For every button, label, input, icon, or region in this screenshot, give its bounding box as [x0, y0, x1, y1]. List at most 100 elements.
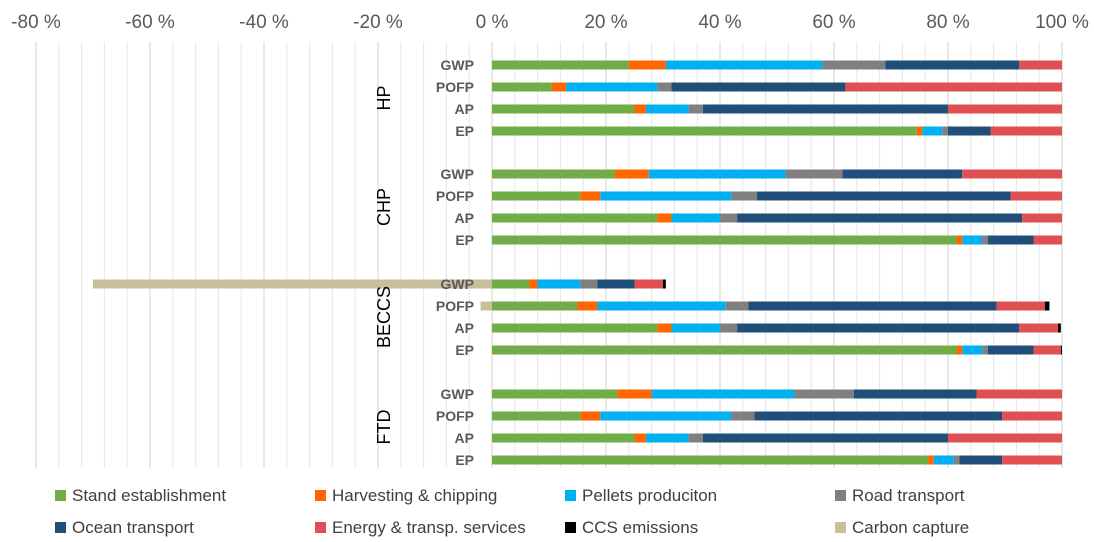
bar-segment — [657, 213, 672, 223]
bar-segment — [962, 169, 1062, 179]
x-tick-label: -40 % — [239, 12, 289, 33]
bar-segment — [688, 433, 703, 443]
category-label: EP — [455, 123, 474, 139]
category-label: POFP — [436, 188, 474, 204]
bar-segment — [492, 411, 581, 421]
legend-label: Pellets produciton — [582, 486, 717, 505]
legend-swatch — [565, 490, 576, 501]
bar-segment — [1033, 235, 1062, 245]
bar-segment — [551, 82, 567, 92]
bar-segment — [942, 126, 948, 136]
bar-segment — [1019, 60, 1062, 70]
bar-segment — [688, 104, 703, 114]
bar-segment — [1002, 411, 1062, 421]
legend-label: Road transport — [852, 486, 965, 505]
category-label: POFP — [436, 408, 474, 424]
bar-segment — [725, 301, 749, 311]
category-label: AP — [455, 101, 474, 117]
legend-swatch — [55, 522, 66, 533]
legend-label: Ocean transport — [72, 518, 194, 537]
bar-segment — [785, 169, 843, 179]
bar-segment — [987, 235, 1034, 245]
legend-swatch — [55, 490, 66, 501]
bar-segment — [492, 279, 530, 289]
bar-segment — [916, 126, 923, 136]
bar-segment — [1033, 345, 1061, 355]
bar-segment — [1044, 301, 1050, 311]
bar-segment — [600, 411, 732, 421]
bar-segment — [1058, 323, 1061, 333]
x-tick-label: 40 % — [698, 12, 741, 33]
bar-segment — [1022, 213, 1062, 223]
bar-segment — [1060, 345, 1062, 355]
bar-segment — [845, 82, 1062, 92]
group-labels: HP CHP BECCS FTD — [374, 85, 394, 444]
bar-segment — [731, 191, 758, 201]
bar-segment — [657, 323, 672, 333]
category-label: AP — [455, 430, 474, 446]
bar-segment — [492, 433, 635, 443]
bar-segment — [748, 301, 997, 311]
bar-segment — [990, 126, 1062, 136]
category-label: POFP — [436, 298, 474, 314]
category-label: GWP — [441, 276, 474, 292]
legend-swatch — [835, 490, 846, 501]
group-label: CHP — [374, 188, 394, 226]
bar-segment — [948, 104, 1062, 114]
group-label: BECCS — [374, 286, 394, 348]
bar-segment — [537, 279, 581, 289]
bar-segment — [822, 60, 886, 70]
bar-segment — [577, 301, 598, 311]
category-label: GWP — [441, 166, 474, 182]
x-tick-label: 100 % — [1035, 12, 1089, 33]
bar-segment — [671, 213, 720, 223]
x-tick-label: 80 % — [926, 12, 969, 33]
bar-segment — [492, 60, 629, 70]
bar-segment — [617, 389, 652, 399]
bar-segment — [842, 169, 963, 179]
bar-segment — [93, 279, 492, 289]
x-tick-label: 0 % — [476, 12, 509, 33]
bar-segment — [671, 323, 720, 333]
bar-segment — [754, 411, 1003, 421]
bar-segment — [976, 389, 1062, 399]
x-tick-label: -80 % — [11, 12, 61, 33]
bar-segment — [492, 191, 581, 201]
x-tick-label: 60 % — [812, 12, 855, 33]
bar-segment — [597, 279, 635, 289]
bar-segment — [492, 235, 957, 245]
bar-segment — [634, 279, 663, 289]
bar-segment — [492, 82, 552, 92]
category-label: EP — [455, 342, 474, 358]
bar-segment — [737, 213, 1023, 223]
bar-segment — [757, 191, 1011, 201]
bar-segment — [671, 82, 846, 92]
x-tick-label: 20 % — [584, 12, 627, 33]
bar-segment — [651, 389, 795, 399]
bar-segment — [737, 323, 1020, 333]
bar-segment — [645, 104, 689, 114]
bar-segment — [922, 126, 943, 136]
bar-segment — [1019, 323, 1059, 333]
group-label: FTD — [374, 410, 394, 445]
bar-segment — [948, 433, 1062, 443]
bar-segment — [702, 433, 948, 443]
bar-segment — [794, 389, 854, 399]
category-label: POFP — [436, 79, 474, 95]
bar-segment — [962, 235, 983, 245]
x-tick-label: -60 % — [125, 12, 175, 33]
bar-segment — [566, 82, 658, 92]
bar-segment — [614, 169, 649, 179]
bar-segment — [657, 82, 672, 92]
bar-segment — [580, 191, 601, 201]
bar-segment — [492, 345, 957, 355]
bar-segment — [959, 455, 1003, 465]
bar-segment — [634, 104, 646, 114]
legend-swatch — [315, 490, 326, 501]
bar-segment — [885, 60, 1020, 70]
group-label: HP — [374, 85, 394, 110]
bar-segment — [492, 301, 578, 311]
category-label: EP — [455, 452, 474, 468]
category-label: AP — [455, 320, 474, 336]
